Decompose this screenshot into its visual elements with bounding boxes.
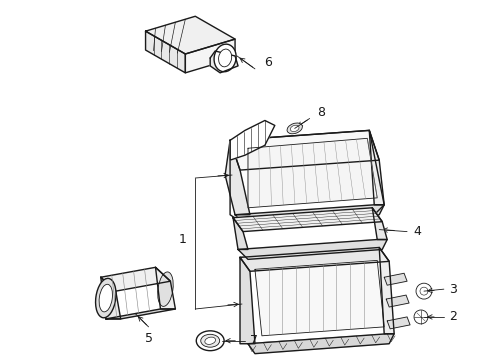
- Text: 3: 3: [448, 283, 456, 296]
- Polygon shape: [230, 130, 379, 170]
- Polygon shape: [238, 239, 386, 260]
- Ellipse shape: [214, 44, 236, 72]
- Polygon shape: [101, 277, 121, 319]
- Ellipse shape: [218, 49, 231, 67]
- Polygon shape: [254, 260, 384, 336]
- Text: 8: 8: [317, 106, 325, 119]
- Polygon shape: [247, 138, 376, 208]
- Polygon shape: [145, 16, 235, 54]
- Polygon shape: [155, 267, 175, 309]
- Polygon shape: [386, 295, 408, 307]
- Polygon shape: [240, 247, 388, 271]
- Polygon shape: [386, 317, 409, 329]
- Polygon shape: [247, 334, 393, 354]
- Text: 2: 2: [448, 310, 456, 323]
- Ellipse shape: [95, 278, 116, 318]
- Polygon shape: [235, 205, 384, 225]
- Polygon shape: [101, 267, 170, 291]
- Ellipse shape: [286, 123, 302, 134]
- Ellipse shape: [196, 331, 224, 351]
- Ellipse shape: [204, 337, 215, 345]
- Polygon shape: [185, 39, 235, 73]
- Text: 5: 5: [144, 332, 152, 345]
- Polygon shape: [368, 130, 384, 205]
- Polygon shape: [384, 273, 406, 285]
- Polygon shape: [379, 247, 393, 334]
- Polygon shape: [233, 218, 247, 249]
- Polygon shape: [240, 247, 393, 344]
- Polygon shape: [145, 31, 185, 73]
- Text: 6: 6: [264, 57, 271, 69]
- Ellipse shape: [99, 284, 112, 312]
- Text: 7: 7: [249, 334, 257, 347]
- Polygon shape: [371, 208, 386, 239]
- Polygon shape: [240, 257, 254, 344]
- Polygon shape: [230, 130, 384, 225]
- Text: 4: 4: [412, 225, 420, 238]
- Polygon shape: [230, 121, 274, 160]
- Polygon shape: [210, 51, 238, 73]
- Polygon shape: [105, 309, 175, 319]
- Text: 1: 1: [178, 233, 186, 246]
- Polygon shape: [233, 208, 382, 231]
- Ellipse shape: [201, 334, 219, 347]
- Ellipse shape: [157, 272, 173, 306]
- Ellipse shape: [290, 125, 299, 132]
- Polygon shape: [224, 140, 249, 215]
